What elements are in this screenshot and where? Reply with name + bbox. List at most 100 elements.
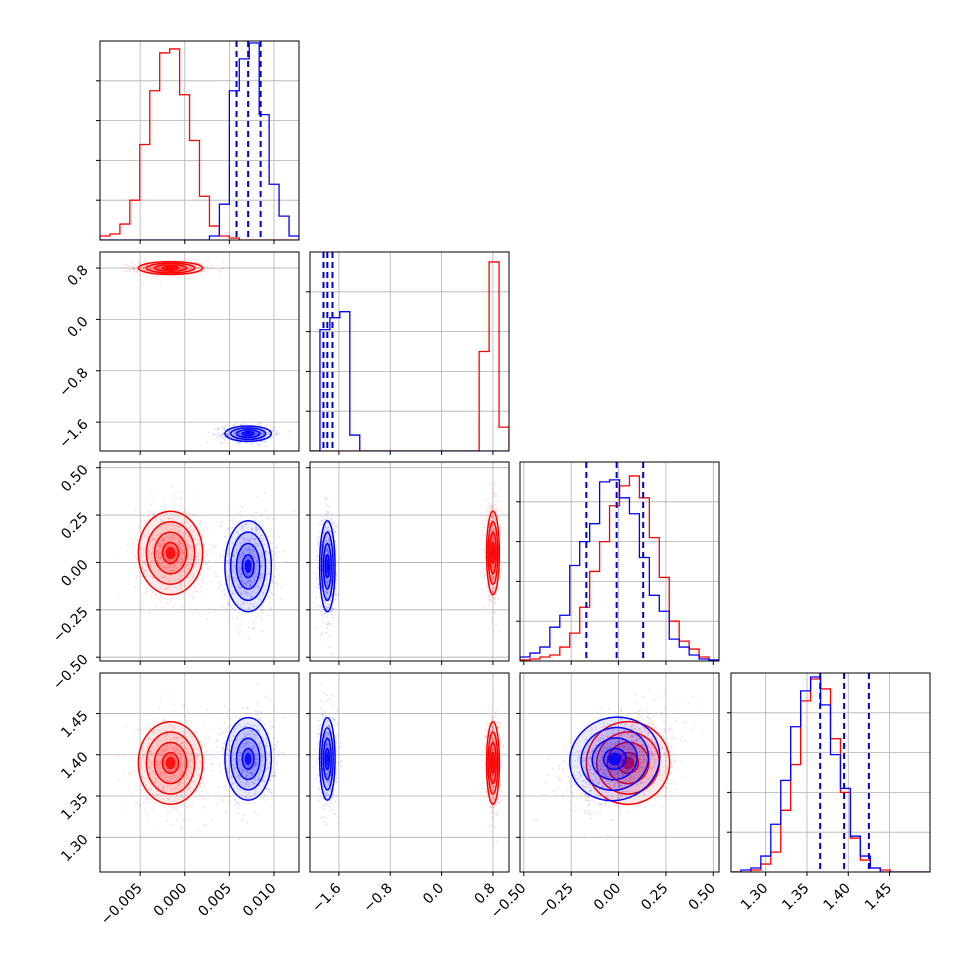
scatter-point (152, 538, 155, 541)
scatter-point (160, 565, 163, 568)
scatter-point (240, 573, 243, 576)
scatter-point (326, 583, 329, 586)
scatter-point (325, 581, 328, 583)
scatter-point (223, 785, 226, 788)
scatter-point (260, 534, 263, 536)
scatter-point (247, 540, 250, 543)
scatter-point (256, 560, 258, 563)
scatter-point (246, 537, 249, 540)
scatter-point (325, 547, 328, 550)
scatter-point (213, 433, 216, 436)
scatter-point (250, 442, 253, 445)
scatter-point (138, 803, 140, 806)
scatter-point (240, 598, 243, 601)
scatter-point (164, 549, 167, 552)
scatter-point (122, 768, 125, 771)
scatter-point (158, 577, 161, 580)
scatter-point (178, 526, 181, 529)
scatter-point (133, 540, 136, 543)
scatter-point (490, 519, 492, 522)
scatter-point (181, 267, 183, 270)
scatter-point (139, 547, 142, 550)
scatter-point (246, 821, 248, 824)
scatter-point (254, 519, 256, 522)
scatter-point (492, 576, 495, 579)
scatter-point (148, 543, 150, 546)
scatter-point (227, 575, 230, 578)
scatter-point (158, 563, 161, 566)
scatter-point (141, 789, 144, 791)
scatter-point (168, 518, 171, 520)
scatter-point (239, 542, 242, 545)
scatter-point (143, 262, 146, 264)
histogram-panel-0 (96, 40, 300, 244)
scatter-point (211, 267, 214, 270)
scatter-point (255, 511, 257, 514)
scatter-point (194, 264, 197, 267)
scatter-point (253, 556, 256, 558)
scatter-point (260, 431, 263, 434)
scatter-point (240, 434, 243, 436)
scatter-point (247, 582, 250, 585)
scatter-point (264, 426, 267, 428)
scatter-point (492, 515, 495, 517)
scatter-point (230, 519, 233, 522)
scatter-point (237, 433, 240, 435)
scatter-point (143, 261, 145, 263)
scatter-point (492, 529, 495, 532)
scatter-point (247, 592, 250, 594)
scatter-point (260, 592, 263, 594)
scatter-point (149, 541, 152, 543)
scatter-point (217, 428, 220, 430)
scatter-point (236, 549, 238, 552)
scatter-point (323, 543, 326, 546)
scatter-point (487, 502, 490, 505)
scatter-point (275, 432, 278, 435)
scatter-point (150, 560, 153, 562)
scatter-point (247, 605, 250, 608)
scatter-point (221, 432, 224, 435)
scatter-point (246, 584, 248, 586)
scatter-point (280, 586, 283, 589)
scatter-point (488, 483, 491, 486)
scatter-point (320, 520, 323, 523)
scatter-point (496, 495, 498, 497)
scatter-point (117, 594, 120, 597)
scatter-point (222, 433, 225, 436)
scatter-point (160, 267, 162, 270)
scatter-point (174, 548, 177, 551)
histogram-series-0 (100, 48, 299, 240)
scatter-point (136, 271, 139, 274)
scatter-point (482, 548, 485, 550)
scatter-point (318, 523, 321, 526)
scatter-point (153, 538, 156, 541)
scatter-point (139, 805, 142, 807)
scatter-point (143, 520, 146, 523)
scatter-point (213, 433, 215, 436)
scatter-point (261, 608, 264, 611)
scatter-point (257, 587, 260, 590)
scatter-point (188, 266, 191, 269)
scatter-point (240, 554, 243, 557)
scatter-point (238, 586, 241, 589)
scatter-point (258, 423, 260, 425)
scatter-point (255, 568, 257, 570)
scatter-point (249, 603, 252, 605)
scatter-point (178, 578, 181, 581)
scatter-point (319, 604, 322, 607)
scatter-point (167, 258, 170, 260)
scatter-point (150, 582, 153, 585)
scatter-point (150, 268, 153, 271)
scatter-point (152, 515, 155, 517)
scatter-point (144, 522, 147, 525)
scatter-point (228, 432, 230, 435)
scatter-point (492, 589, 494, 592)
scatter-point (180, 584, 183, 587)
scatter-point (273, 771, 276, 774)
scatter-point (131, 551, 133, 554)
scatter-point (488, 596, 491, 599)
scatter-point (329, 634, 332, 637)
scatter-point (489, 583, 492, 586)
scatter-point (249, 580, 252, 583)
scatter-point (255, 432, 257, 435)
